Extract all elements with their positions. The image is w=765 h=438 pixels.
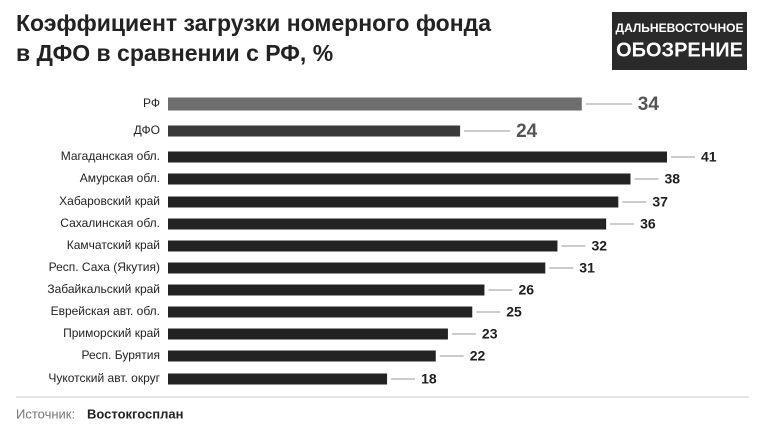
bar	[168, 240, 558, 252]
category-label: Респ. Бурятия	[81, 348, 160, 362]
category-label: Чукотский авт. округ	[48, 371, 160, 385]
bar	[168, 97, 582, 111]
category-label: Хабаровский край	[59, 194, 160, 208]
bar	[168, 373, 388, 385]
value-label: 31	[579, 260, 595, 276]
bar	[168, 196, 619, 208]
bar	[168, 262, 546, 274]
logo-text: ОБОЗРЕНИЕ	[616, 39, 743, 61]
category-label: Забайкальский край	[47, 282, 160, 296]
category-label: Амурская обл.	[80, 171, 160, 185]
category-label: Сахалинская обл.	[60, 216, 160, 230]
bar	[168, 173, 631, 185]
bar	[168, 306, 473, 318]
bar	[168, 125, 461, 137]
value-label: 38	[664, 171, 680, 187]
category-label: Камчатский край	[67, 238, 160, 252]
category-label: ДФО	[134, 123, 160, 137]
value-label: 22	[470, 348, 486, 364]
logo-box	[612, 12, 747, 70]
value-label: 18	[421, 371, 437, 387]
value-label: 36	[640, 216, 656, 232]
value-label: 23	[482, 326, 498, 342]
category-label: Респ. Саха (Якутия)	[49, 260, 160, 274]
logo-text: ДАЛЬНЕВОСТОЧНОЕ	[616, 21, 744, 35]
category-label: Еврейская авт. обл.	[51, 304, 160, 318]
category-label: Магаданская обл.	[61, 149, 160, 163]
category-label: Приморский край	[63, 326, 160, 340]
bar	[168, 350, 436, 362]
value-label: 24	[516, 121, 538, 142]
value-label: 34	[638, 94, 660, 115]
value-label: 37	[652, 194, 668, 210]
value-label: 41	[701, 149, 717, 165]
bar	[168, 151, 667, 163]
bar	[168, 328, 448, 340]
chart-title: Коэффициент загрузки номерного фонда	[16, 10, 491, 36]
source: Востокгосплан	[87, 406, 183, 421]
value-label: 32	[591, 238, 607, 254]
category-label: РФ	[143, 96, 160, 110]
value-label: 25	[506, 304, 522, 320]
bar	[168, 218, 607, 230]
value-label: 26	[518, 282, 534, 298]
chart-title: в ДФО в сравнении с РФ, %	[16, 40, 333, 66]
source-label: Источник:	[16, 406, 75, 421]
bar	[168, 284, 485, 296]
